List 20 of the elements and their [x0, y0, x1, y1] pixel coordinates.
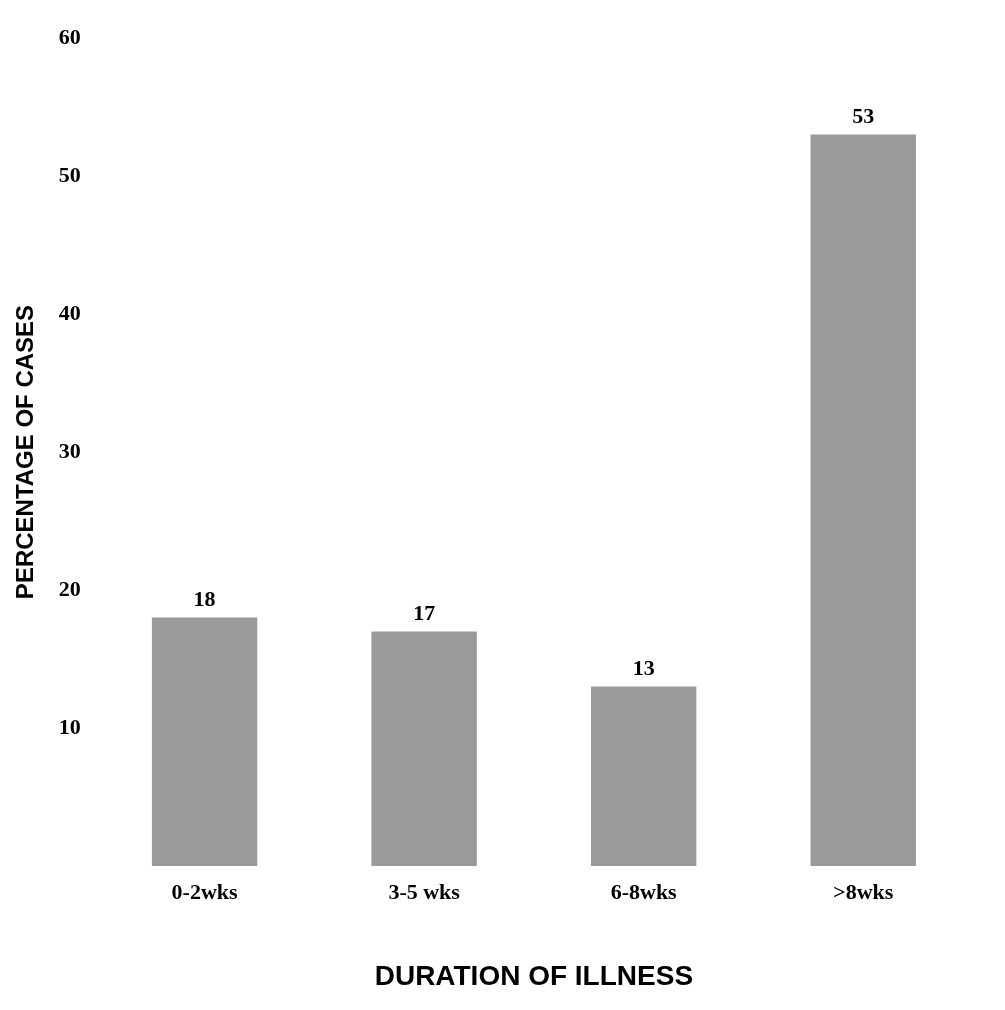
x-axis-title: DURATION OF ILLNESS	[374, 959, 694, 991]
x-tick-label: 3-5 wks	[388, 878, 461, 904]
data-label: 13	[632, 655, 655, 681]
data-label: 17	[413, 600, 436, 626]
data-label: 18	[193, 586, 216, 612]
y-tick-label: 30	[58, 437, 81, 463]
bar	[810, 134, 916, 866]
y-tick-label: 10	[58, 713, 81, 739]
bar	[371, 631, 477, 866]
y-tick-label: 50	[58, 161, 81, 187]
x-tick-label: 6-8wks	[610, 878, 678, 904]
bar	[590, 686, 697, 866]
y-tick-label: 20	[58, 575, 81, 601]
y-axis-title: PERCENTAGE OF CASES	[11, 304, 39, 600]
data-label: 53	[852, 103, 875, 129]
y-tick-label: 40	[58, 299, 81, 325]
x-tick-label: >8wks	[833, 878, 894, 904]
x-tick-label: 0-2wks	[171, 878, 239, 904]
y-tick-label: 60	[58, 23, 81, 49]
bar	[151, 617, 258, 866]
